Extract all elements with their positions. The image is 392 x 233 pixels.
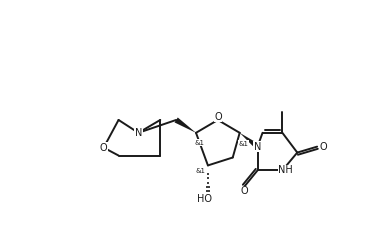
Text: &1: &1 bbox=[195, 140, 205, 146]
Polygon shape bbox=[174, 117, 196, 133]
Polygon shape bbox=[240, 133, 260, 149]
Text: N: N bbox=[135, 128, 142, 138]
Text: O: O bbox=[319, 142, 327, 152]
Text: O: O bbox=[214, 112, 221, 122]
Text: HO: HO bbox=[198, 194, 212, 204]
Text: &1: &1 bbox=[196, 168, 206, 174]
Text: O: O bbox=[241, 186, 249, 196]
Text: N: N bbox=[254, 142, 261, 152]
Text: &1: &1 bbox=[239, 141, 249, 147]
Text: O: O bbox=[100, 143, 107, 153]
Text: NH: NH bbox=[278, 165, 293, 175]
